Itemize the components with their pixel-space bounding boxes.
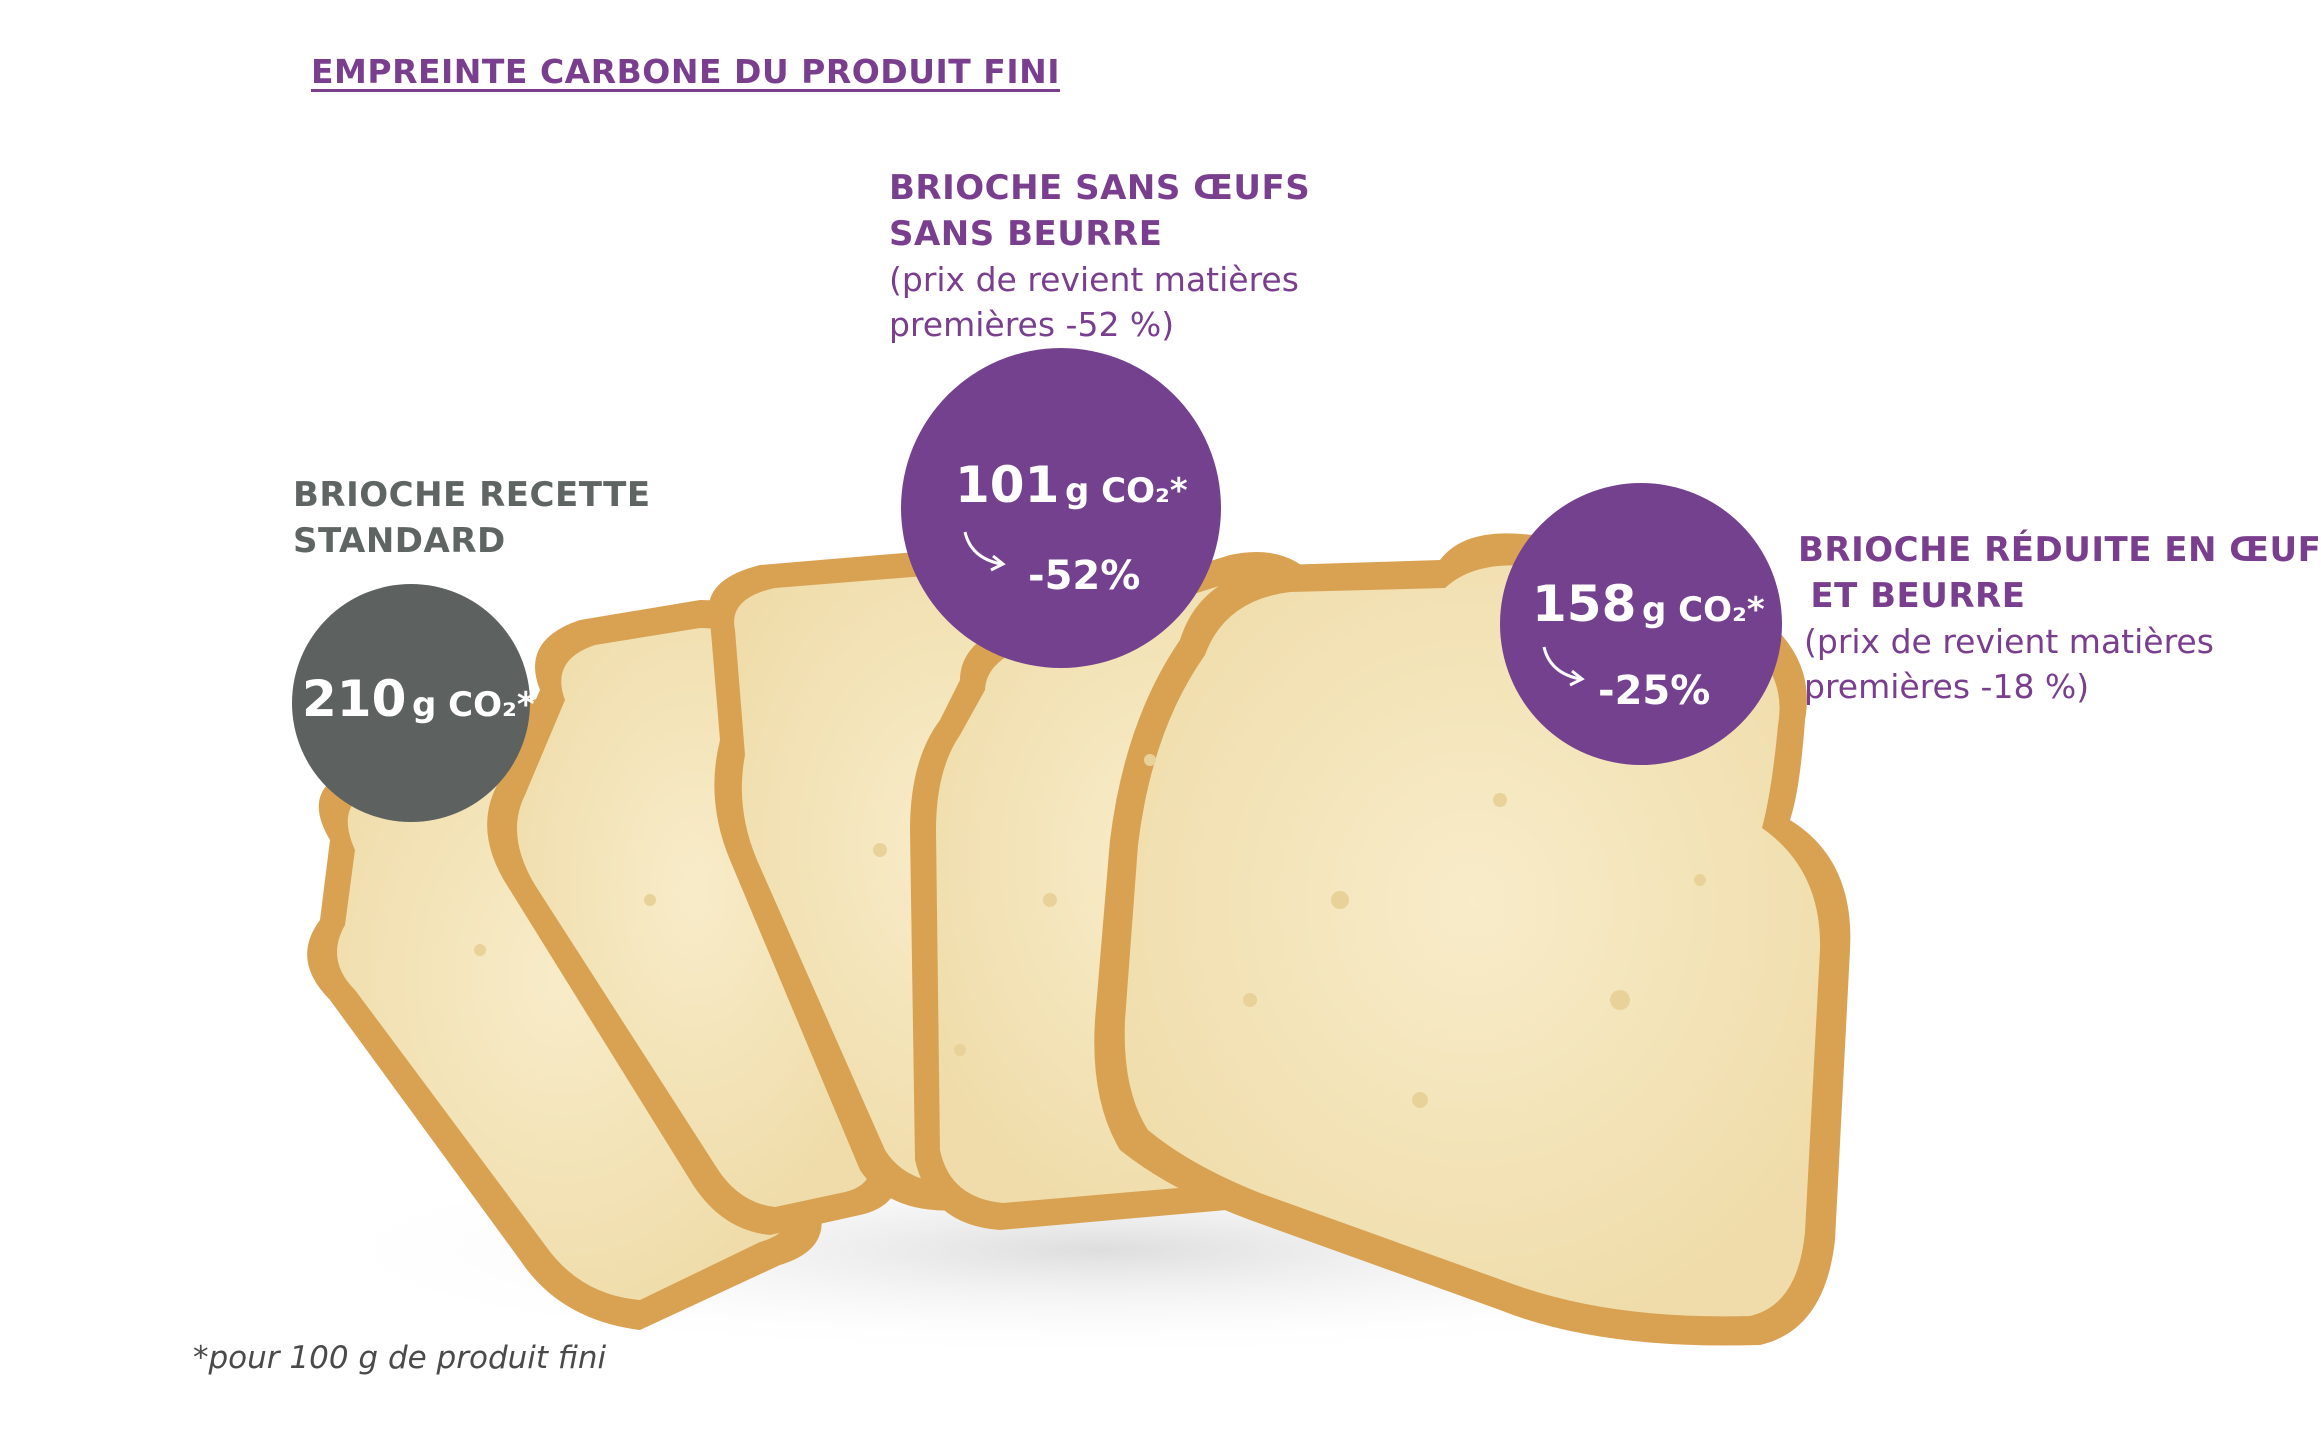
co2-badge-standard: 210 g CO₂* xyxy=(292,584,535,822)
label-reduite-heading-1: BRIOCHE RÉDUITE EN ŒUFS xyxy=(1798,530,2321,570)
label-reduite-heading-2: ET BEURRE xyxy=(1798,576,2026,616)
reduction-reduite: -25% xyxy=(1598,668,1711,714)
label-standard-heading-1: BRIOCHE RECETTE xyxy=(293,475,651,515)
down-right-arrow-icon xyxy=(1542,646,1585,687)
label-sans-oeufs-heading-1: BRIOCHE SANS ŒUFS xyxy=(889,168,1311,208)
label-sans-oeufs-note-2: premières -52 %) xyxy=(889,305,1175,344)
footnote: *pour 100 g de produit fini xyxy=(193,1340,607,1376)
page-title: EMPREINTE CARBONE DU PRODUIT FINI xyxy=(311,52,1060,91)
label-reduite-note-1: (prix de revient matières xyxy=(1804,622,2214,661)
label-standard: BRIOCHE RECETTE STANDARD xyxy=(293,472,651,564)
label-sans-oeufs-heading-2: SANS BEURRE xyxy=(889,214,1163,254)
label-reduite-note-2: premières -18 %) xyxy=(1804,667,2090,706)
co2-badge-sans-oeufs: 101 g CO₂* -52% xyxy=(901,348,1221,668)
label-sans-oeufs: BRIOCHE SANS ŒUFS SANS BEURRE (prix de r… xyxy=(889,165,1310,347)
label-standard-heading-2: STANDARD xyxy=(293,521,506,561)
label-sans-oeufs-note-1: (prix de revient matières xyxy=(889,260,1299,299)
crumb-texture xyxy=(474,754,1706,1108)
co2-value-standard: 210 g CO₂* xyxy=(302,670,535,728)
label-reduite: BRIOCHE RÉDUITE EN ŒUFS ET BEURRE (prix … xyxy=(1798,527,2321,709)
reduction-sans-oeufs: -52% xyxy=(1028,553,1141,599)
co2-badge-reduite: 158 g CO₂* -25% xyxy=(1500,483,1782,765)
co2-value-sans-oeufs: 101 g CO₂* xyxy=(955,456,1188,514)
down-right-arrow-icon xyxy=(963,531,1006,572)
co2-value-reduite: 158 g CO₂* xyxy=(1532,575,1765,633)
